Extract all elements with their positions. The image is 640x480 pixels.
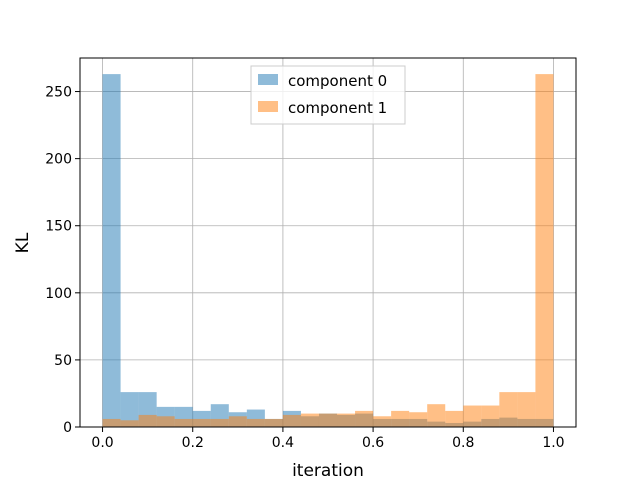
y-tick-label: 250 — [45, 85, 72, 101]
y-tick-label: 100 — [45, 286, 72, 302]
bar-component-1 — [264, 418, 283, 427]
bar-component-1 — [228, 416, 247, 427]
legend-swatch-component-0 — [258, 74, 278, 85]
bar-component-1 — [210, 418, 229, 427]
bar-component-1 — [156, 416, 175, 427]
legend-swatch-component-1 — [258, 101, 278, 112]
y-tick-label: 0 — [63, 420, 72, 436]
bar-component-1 — [481, 405, 500, 427]
x-tick-label: 1.0 — [542, 435, 564, 451]
plot-frame — [79, 57, 577, 428]
bar-component-1 — [300, 413, 319, 427]
x-tick-label: 0.8 — [452, 435, 474, 451]
bar-component-1 — [373, 416, 392, 427]
x-tick-label: 0.2 — [182, 435, 204, 451]
bar-component-1 — [391, 410, 410, 427]
bar-component-1 — [337, 413, 356, 427]
legend-label-component-1: component 1 — [288, 99, 387, 117]
bar-component-1 — [102, 418, 121, 427]
bar-component-1 — [409, 412, 428, 427]
bar-component-1 — [318, 413, 338, 427]
axis-ticks: 0.0 0.2 0.4 0.6 0.8 1.0 0 50 100 150 200 250 — [45, 85, 564, 451]
bar-component-1 — [120, 420, 139, 427]
bar-component-1 — [463, 405, 482, 427]
y-axis-label: KL — [13, 232, 33, 253]
y-tick-label: 200 — [45, 152, 72, 168]
bar-component-0 — [120, 392, 139, 427]
y-tick-label: 50 — [54, 353, 72, 369]
bar-component-1 — [138, 414, 157, 427]
x-axis-label: iteration — [292, 461, 364, 480]
bar-component-1 — [192, 418, 211, 427]
bar-component-1 — [535, 74, 554, 428]
x-tick-label: 0.0 — [91, 435, 113, 451]
bar-component-0 — [102, 74, 121, 428]
bar-component-1 — [427, 404, 446, 427]
legend: component 0 component 1 — [250, 65, 406, 125]
bar-component-1 — [499, 392, 518, 427]
legend-label-component-0: component 0 — [288, 72, 387, 90]
histogram-bars — [102, 74, 554, 428]
bar-component-1 — [282, 414, 301, 427]
x-tick-label: 0.6 — [362, 435, 384, 451]
bar-component-1 — [355, 410, 374, 427]
x-tick-label: 0.4 — [272, 435, 294, 451]
bar-component-1 — [445, 410, 464, 427]
bar-component-1 — [246, 418, 265, 427]
bar-component-1 — [174, 418, 193, 427]
bar-component-1 — [517, 392, 536, 427]
y-tick-label: 150 — [45, 219, 72, 235]
